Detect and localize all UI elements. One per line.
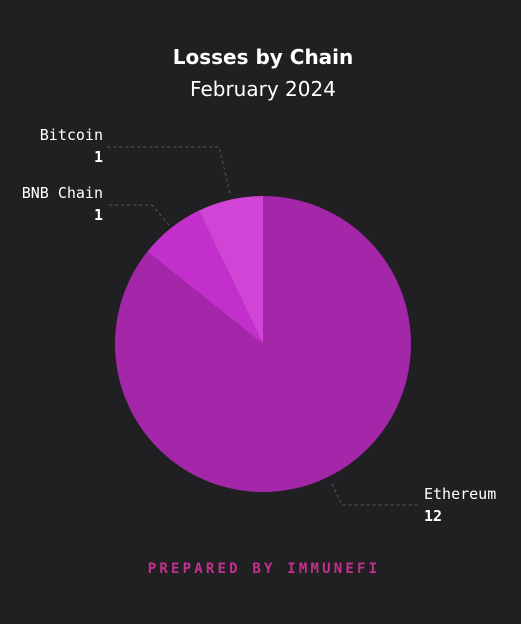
chart-subtitle: February 2024 [190, 77, 336, 101]
leader-line-bitcoin [106, 146, 231, 194]
leader-line-bnb-chain [106, 204, 170, 226]
leader-line-ethereum [331, 483, 420, 506]
slice-label-bitcoin: Bitcoin [40, 126, 103, 144]
pie-slices [114, 196, 411, 492]
slice-labels: Ethereum 12 BNB Chain 1 Bitcoin 1 [22, 126, 497, 525]
pie-slice-bitcoin [198, 196, 263, 344]
slice-value-bnb-chain: 1 [94, 206, 103, 224]
chart-title: Losses by Chain [173, 45, 354, 69]
pie-slice-ethereum [114, 196, 411, 492]
slice-label-ethereum: Ethereum [424, 485, 496, 503]
slice-label-bnb-chain: BNB Chain [22, 184, 103, 202]
pie-slice-bnb-chain [147, 210, 263, 344]
slice-value-ethereum: 12 [424, 507, 442, 525]
footer-text: PREPARED BY IMMUNEFI [148, 561, 381, 577]
slice-value-bitcoin: 1 [94, 148, 103, 166]
label-leaders [106, 146, 420, 506]
